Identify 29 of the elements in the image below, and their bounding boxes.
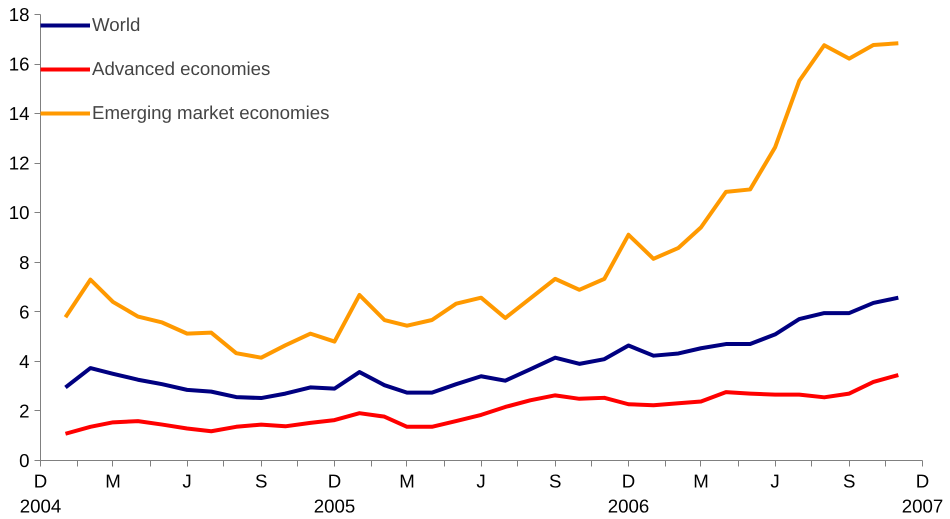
y-tick-label: 6 (19, 301, 30, 322)
legend-label: World (92, 14, 140, 36)
y-tick-label: 0 (19, 450, 30, 471)
x-tick-label: J (476, 470, 486, 492)
y-tick-label: 14 (8, 103, 30, 124)
line-series (63, 373, 900, 436)
y-tick-label: 16 (8, 54, 30, 75)
x-tick-label: D 2005 (314, 470, 356, 517)
line-series (63, 41, 900, 360)
x-tick-label: D 2004 (20, 470, 62, 517)
line-series (63, 296, 900, 400)
x-tick-label: S (254, 470, 268, 492)
y-tick-label: 12 (8, 152, 30, 174)
y-tick-label: 2 (19, 400, 30, 422)
x-tick-label: M (693, 470, 709, 492)
x-tick-label: S (548, 470, 562, 492)
x-tick-label: D 2006 (608, 470, 650, 517)
x-tick-label: J (182, 470, 192, 492)
x-tick-label: M (399, 470, 415, 492)
y-tick-label: 4 (19, 350, 30, 372)
y-tick-label: 8 (19, 252, 30, 273)
x-tick-label: D 2007 (902, 470, 944, 517)
y-tick-label: 10 (8, 202, 30, 224)
legend-label: Emerging market economies (92, 102, 330, 124)
legend-label: Advanced economies (92, 58, 270, 80)
x-tick-label: J (770, 470, 780, 492)
x-tick-label: M (105, 470, 121, 492)
y-tick-label: 18 (8, 4, 30, 25)
x-tick-label: S (842, 470, 856, 492)
